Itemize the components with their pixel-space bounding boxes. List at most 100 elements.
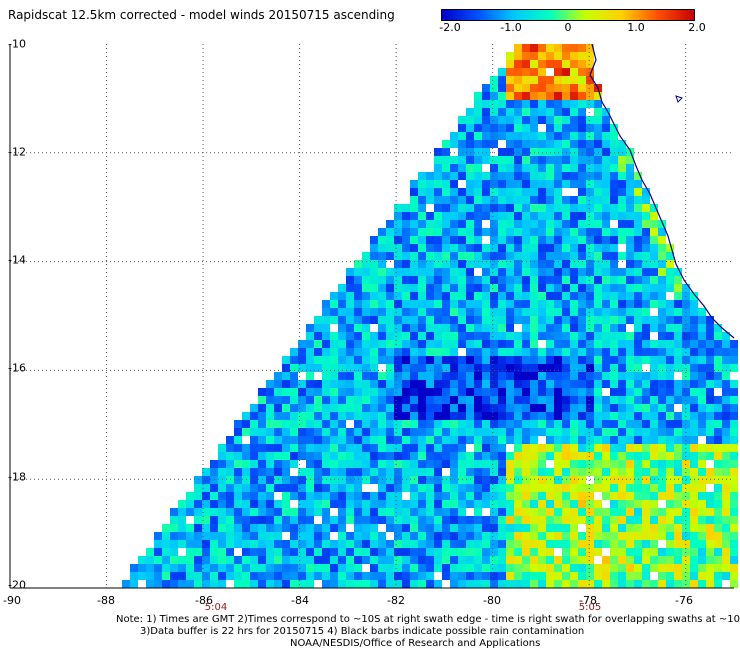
swath-cell [466,132,474,140]
swath-cell [722,556,730,564]
swath-cell [618,516,626,524]
swath-cell [458,364,466,372]
swath-cell [690,404,698,412]
swath-cell [610,444,618,452]
swath-cell [266,524,274,532]
swath-cell [442,380,450,388]
swath-cell [434,156,442,164]
swath-cell [394,556,402,564]
swath-cell [426,524,434,532]
swath-cell [506,84,514,92]
swath-cell [490,76,498,84]
swath-cell [394,428,402,436]
swath-cell [442,540,450,548]
swath-cell [186,540,194,548]
swath-cell [674,484,682,492]
swath-cell [234,556,242,564]
swath-cell [538,564,546,572]
swath-cell [266,516,274,524]
swath-cell [490,188,498,196]
swath-cell [730,580,738,588]
swath-cell [698,468,706,476]
swath-cell [450,284,458,292]
swath-cell [506,396,514,404]
swath-cell [474,420,482,428]
colorbar-label-min: -2.0 [439,21,461,34]
swath-cell [610,268,618,276]
swath-cell [218,500,226,508]
swath-cell [386,420,394,428]
swath-cell [506,140,514,148]
swath-cell [378,516,386,524]
swath-cell [554,532,562,540]
swath-cell [498,492,506,500]
swath-cell [498,540,506,548]
swath-cell [282,364,290,372]
swath-cell [554,556,562,564]
swath-cell [354,500,362,508]
swath-cell [402,244,410,252]
swath-cell [418,324,426,332]
swath-cell [138,556,146,564]
swath-cell [194,556,202,564]
swath-cell [482,348,490,356]
swath-cell [242,500,250,508]
lat-label-16s: -16 [8,361,26,375]
swath-cell [602,260,610,268]
lon-label-90w: -90 [3,594,21,607]
swath-cell [594,252,602,260]
swath-cell [162,572,170,580]
swath-cell [634,180,642,188]
swath-cell [266,572,274,580]
swath-cell [418,540,426,548]
swath-cell [362,388,370,396]
swath-cell [698,540,706,548]
swath-cell [554,380,562,388]
swath-cell [418,484,426,492]
swath-cell [274,380,282,388]
swath-cell [522,372,530,380]
swath-cell [210,572,218,580]
swath-cell [562,196,570,204]
swath-cell [394,540,402,548]
swath-cell [474,228,482,236]
swath-cell [370,388,378,396]
swath-cell [442,196,450,204]
swath-cell [298,452,306,460]
swath-cell [474,260,482,268]
swath-cell [450,388,458,396]
swath-cell [474,92,482,100]
swath-cell [674,332,682,340]
swath-cell [522,452,530,460]
swath-cell [330,556,338,564]
swath-cell [642,396,650,404]
swath-cell [210,500,218,508]
swath-cell [522,572,530,580]
swath-cell [586,68,594,76]
swath-cell [282,380,290,388]
lat-label-10s: -10 [8,37,26,51]
swath-cell [498,388,506,396]
swath-cell [378,340,386,348]
swath-cell [626,180,634,188]
swath-cell [474,356,482,364]
swath-cell [322,380,330,388]
swath-cell [426,252,434,260]
swath-cell [618,340,626,348]
swath-cell [666,516,674,524]
swath-cell [442,364,450,372]
swath-cell [482,300,490,308]
swath-cell [690,492,698,500]
swath-cell [698,332,706,340]
swath-cell [642,204,650,212]
swath-cell [394,212,402,220]
swath-cell [530,404,538,412]
swath-cell [322,508,330,516]
swath-cell [666,476,674,484]
swath-cell [474,444,482,452]
swath-cell [394,284,402,292]
swath-cell [658,396,666,404]
swath-cell [162,524,170,532]
swath-cell [442,388,450,396]
swath-cell [274,564,282,572]
